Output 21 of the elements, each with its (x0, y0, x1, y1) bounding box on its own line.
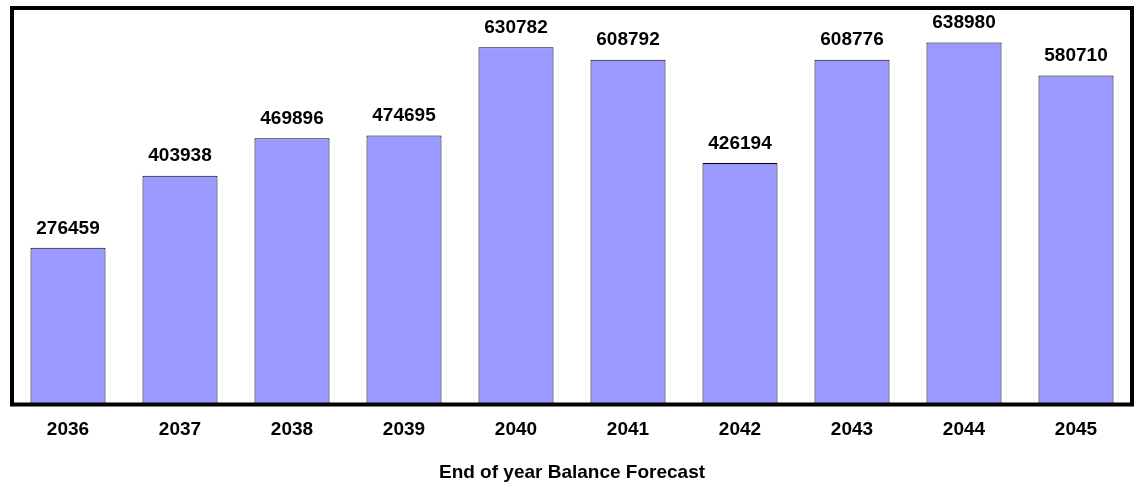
data-label: 630782 (484, 15, 548, 37)
data-label: 580710 (1044, 44, 1108, 66)
data-label: 469896 (260, 107, 324, 129)
x-tick-label: 2038 (270, 418, 314, 440)
x-tick-label: 2042 (718, 418, 762, 440)
data-label: 608776 (820, 28, 884, 50)
data-label: 403938 (148, 144, 212, 166)
x-tick-label: 2040 (494, 418, 538, 440)
x-tick-label: 2037 (158, 418, 202, 440)
data-label: 638980 (932, 11, 996, 33)
x-tick-label: 2044 (942, 418, 986, 440)
x-tick-label: 2045 (1054, 418, 1098, 440)
data-label: 474695 (372, 104, 437, 126)
x-tick-label: 2036 (46, 418, 90, 440)
x-axis-title: End of year Balance Forecast (438, 460, 706, 482)
x-tick-label: 2043 (830, 418, 874, 440)
x-tick-label: 2039 (382, 418, 426, 440)
x-tick-label: 2041 (606, 418, 650, 440)
data-label: 276459 (36, 216, 100, 238)
data-label: 608792 (596, 28, 660, 50)
data-label: 426194 (708, 131, 773, 153)
